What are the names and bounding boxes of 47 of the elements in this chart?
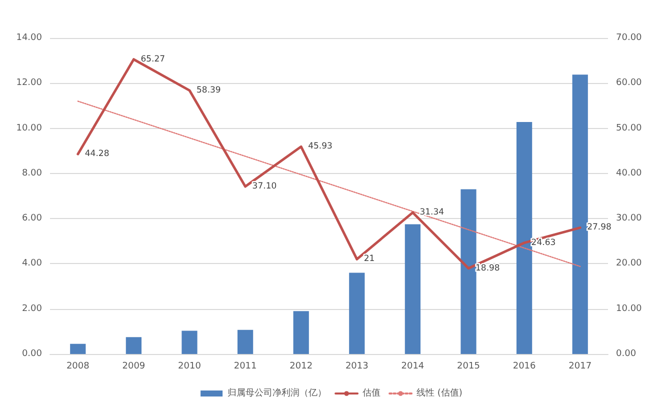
data-label: 45.93 (308, 142, 332, 152)
x-tick-label: 2009 (122, 362, 146, 372)
data-label: 65.27 (140, 54, 166, 64)
y-tick-label: 12.00 (16, 78, 42, 88)
data-label: 44.28 (84, 149, 110, 160)
bar (182, 330, 198, 354)
x-tick-label: 2011 (234, 362, 257, 372)
y2-tick-label: 0.00 (616, 349, 636, 359)
x-tick-label: 2010 (178, 362, 202, 372)
y2-tick-label: 60.00 (616, 78, 642, 88)
x-tick-label: 2014 (401, 362, 424, 372)
bar (460, 189, 476, 354)
y2-tick-label: 50.00 (616, 123, 642, 134)
data-label: 58.39 (196, 85, 221, 96)
y-tick-label: 14.00 (16, 33, 42, 43)
data-label: 31.34 (420, 208, 444, 218)
y-tick-label: 10.00 (16, 123, 42, 134)
legend-label: 估值 (362, 388, 381, 398)
y2-tick-label: 70.00 (616, 33, 642, 43)
bar (349, 272, 365, 354)
bar (70, 344, 86, 354)
y-tick-label: 8.00 (22, 168, 42, 178)
bar (237, 330, 254, 354)
y2-tick-label: 30.00 (616, 214, 642, 224)
y-tick-label: 6.00 (22, 214, 42, 224)
y-tick-label: 4.00 (22, 258, 42, 269)
legend-label: 归属母公司净利润（亿） (228, 388, 327, 398)
x-tick-label: 2017 (568, 362, 592, 372)
y-tick-label: 2.00 (22, 304, 42, 314)
bar (516, 122, 532, 354)
x-tick-label: 2008 (66, 362, 90, 372)
bar (126, 337, 142, 354)
bar (404, 224, 421, 354)
legend-label: 线性 (估值) (416, 388, 462, 398)
y2-tick-label: 20.00 (616, 258, 642, 269)
x-tick-label: 2016 (512, 362, 536, 372)
x-tick-label: 2015 (457, 362, 480, 372)
x-tick-label: 2013 (345, 362, 368, 372)
bar (293, 311, 309, 354)
data-label: 18.98 (476, 263, 500, 274)
x-tick-label: 2012 (290, 362, 313, 372)
bar (572, 74, 588, 354)
y2-tick-label: 10.00 (616, 304, 642, 314)
y-tick-label: 0.00 (22, 349, 42, 359)
y2-tick-label: 40.00 (616, 168, 642, 178)
data-label: 37.10 (252, 182, 277, 192)
data-label: 21 (364, 254, 375, 264)
